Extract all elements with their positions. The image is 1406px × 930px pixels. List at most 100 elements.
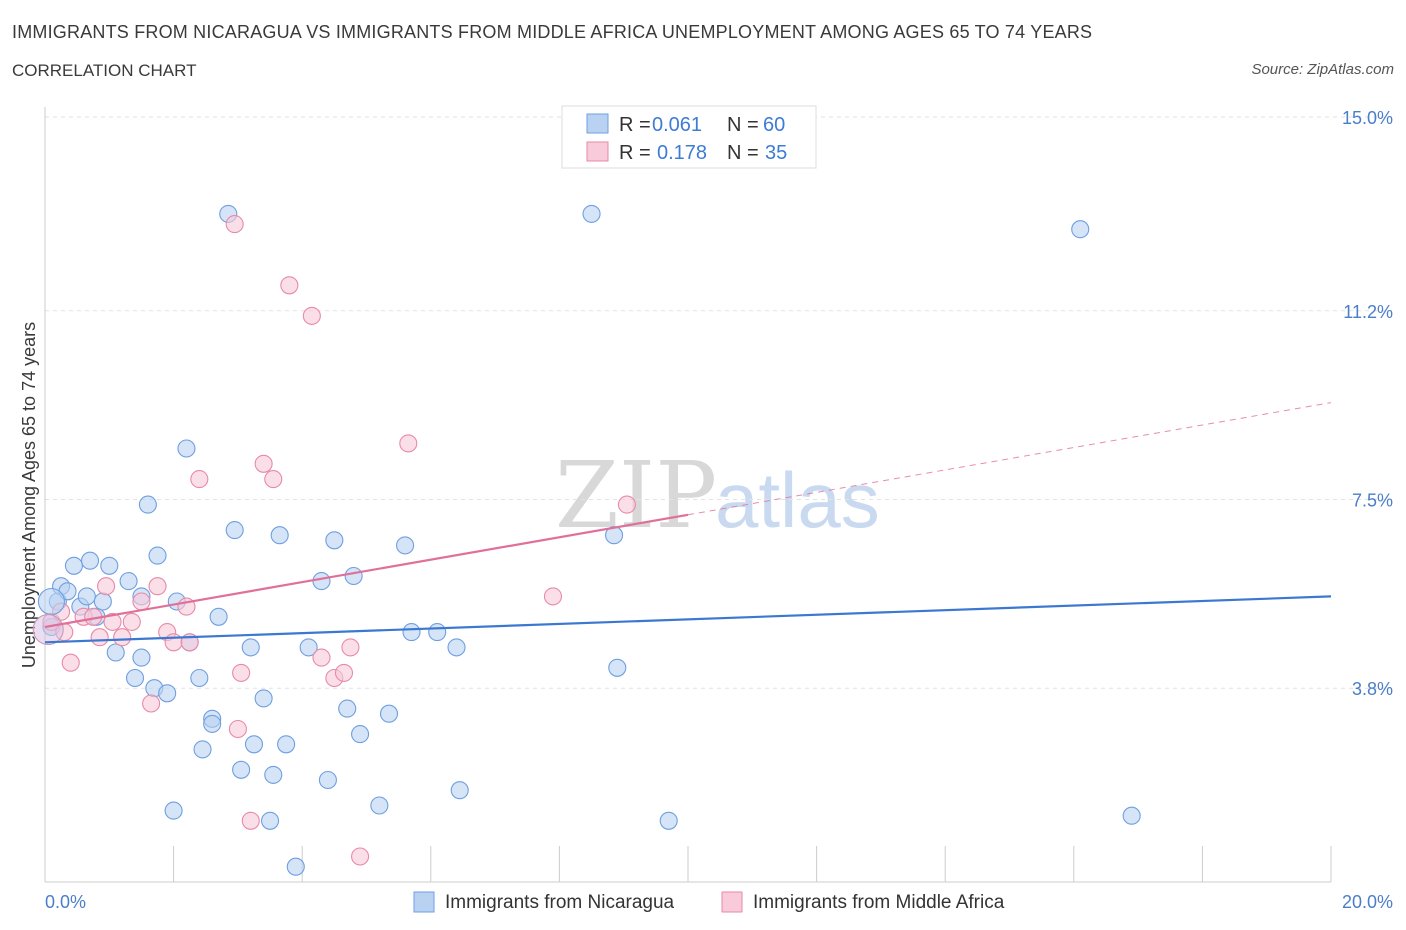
bottom-legend-label-middle-africa: Immigrants from Middle Africa xyxy=(753,892,1005,913)
point-nicaragua xyxy=(345,568,362,585)
point-nicaragua xyxy=(245,736,262,753)
y-tick-label: 7.5% xyxy=(1352,491,1393,511)
legend-swatch-nicaragua xyxy=(587,114,608,133)
point-middle-africa xyxy=(91,629,108,646)
point-nicaragua xyxy=(127,670,144,687)
point-middle-africa xyxy=(226,216,243,233)
point-middle-africa xyxy=(352,848,369,865)
point-middle-africa xyxy=(281,277,298,294)
point-nicaragua xyxy=(287,858,304,875)
y-tick-label: 3.8% xyxy=(1352,679,1393,699)
trend-line-nicaragua xyxy=(45,596,1331,642)
point-middle-africa xyxy=(133,593,150,610)
point-middle-africa xyxy=(313,649,330,666)
point-nicaragua xyxy=(371,797,388,814)
point-middle-africa xyxy=(143,695,160,712)
point-nicaragua xyxy=(233,761,250,778)
point-middle-africa xyxy=(229,721,246,738)
point-middle-africa xyxy=(335,664,352,681)
point-nicaragua xyxy=(429,624,446,641)
point-middle-africa xyxy=(114,629,131,646)
point-nicaragua xyxy=(65,557,82,574)
point-nicaragua xyxy=(159,685,176,702)
y-tick-labels: 3.8% 7.5% 11.2% 15.0% xyxy=(1342,108,1393,699)
point-nicaragua xyxy=(660,812,677,829)
y-axis-label: Unemployment Among Ages 65 to 74 years xyxy=(19,322,39,668)
point-nicaragua xyxy=(397,537,414,554)
x-tick-label: 0.0% xyxy=(45,892,86,912)
point-nicaragua xyxy=(1072,221,1089,238)
point-nicaragua xyxy=(107,644,124,661)
point-nicaragua xyxy=(403,624,420,641)
legend-r-value-2: 0.178 xyxy=(657,142,707,164)
scatter-chart: ZIP atlas 3.8%7.5%11.2%15.0% 0.0% 20.0% U… xyxy=(0,0,1406,930)
point-middle-africa xyxy=(149,578,166,595)
point-cluster-nicaragua xyxy=(38,589,64,615)
x-ticks xyxy=(174,846,1331,882)
point-nicaragua xyxy=(139,496,156,513)
point-nicaragua xyxy=(194,741,211,758)
point-nicaragua xyxy=(278,736,295,753)
point-middle-africa xyxy=(242,812,259,829)
point-nicaragua xyxy=(133,649,150,666)
point-nicaragua xyxy=(94,593,111,610)
point-middle-africa xyxy=(165,634,182,651)
point-nicaragua xyxy=(583,205,600,222)
point-middle-africa xyxy=(255,455,272,472)
point-nicaragua xyxy=(262,812,279,829)
point-middle-africa xyxy=(303,307,320,324)
legend-n-value-2: 35 xyxy=(765,142,787,164)
point-middle-africa xyxy=(62,654,79,671)
point-nicaragua xyxy=(451,782,468,799)
point-nicaragua xyxy=(242,639,259,656)
point-nicaragua xyxy=(271,527,288,544)
legend-n-label-2: N = xyxy=(727,142,759,164)
point-middle-africa xyxy=(98,578,115,595)
point-nicaragua xyxy=(313,573,330,590)
legend-swatch-middle-africa xyxy=(587,142,608,161)
point-nicaragua xyxy=(265,766,282,783)
point-nicaragua xyxy=(1123,807,1140,824)
point-nicaragua xyxy=(78,588,95,605)
point-nicaragua xyxy=(609,659,626,676)
point-nicaragua xyxy=(120,573,137,590)
point-nicaragua xyxy=(319,772,336,789)
legend-n-value-1: 60 xyxy=(763,114,785,136)
point-nicaragua xyxy=(381,705,398,722)
x-tick-labels: 0.0% 20.0% xyxy=(45,892,1393,912)
correlation-legend: R = 0.061 N = 60 R = 0.178 N = 35 xyxy=(562,106,816,168)
point-nicaragua xyxy=(204,715,221,732)
point-nicaragua xyxy=(255,690,272,707)
legend-n-label-1: N = xyxy=(727,114,759,136)
y-tick-label: 11.2% xyxy=(1343,302,1393,322)
point-nicaragua xyxy=(210,608,227,625)
point-middle-africa xyxy=(544,588,561,605)
legend-r-label-1: R = xyxy=(619,114,651,136)
x-tick-label: 20.0% xyxy=(1342,892,1393,912)
bottom-legend-swatch-middle-africa xyxy=(722,892,742,912)
point-nicaragua xyxy=(101,557,118,574)
bottom-legend-swatch-nicaragua xyxy=(414,892,434,912)
point-middle-africa xyxy=(342,639,359,656)
point-middle-africa xyxy=(191,471,208,488)
point-nicaragua xyxy=(82,552,99,569)
trend-line-middle-africa xyxy=(45,515,688,627)
point-nicaragua xyxy=(149,547,166,564)
point-nicaragua xyxy=(178,440,195,457)
legend-r-label-2: R = xyxy=(619,142,651,164)
series-legend: Immigrants from Nicaragua Immigrants fro… xyxy=(414,892,1005,913)
point-nicaragua xyxy=(165,802,182,819)
point-middle-africa xyxy=(265,471,282,488)
point-nicaragua xyxy=(339,700,356,717)
point-cluster-overlap xyxy=(33,615,63,645)
legend-r-value-1: 0.061 xyxy=(652,114,702,136)
point-middle-africa xyxy=(400,435,417,452)
point-middle-africa xyxy=(233,664,250,681)
point-nicaragua xyxy=(448,639,465,656)
bottom-legend-label-nicaragua: Immigrants from Nicaragua xyxy=(445,892,675,913)
point-nicaragua xyxy=(191,670,208,687)
point-nicaragua xyxy=(226,522,243,539)
point-middle-africa xyxy=(618,496,635,513)
point-middle-africa xyxy=(123,613,140,630)
y-tick-label: 15.0% xyxy=(1342,108,1393,128)
